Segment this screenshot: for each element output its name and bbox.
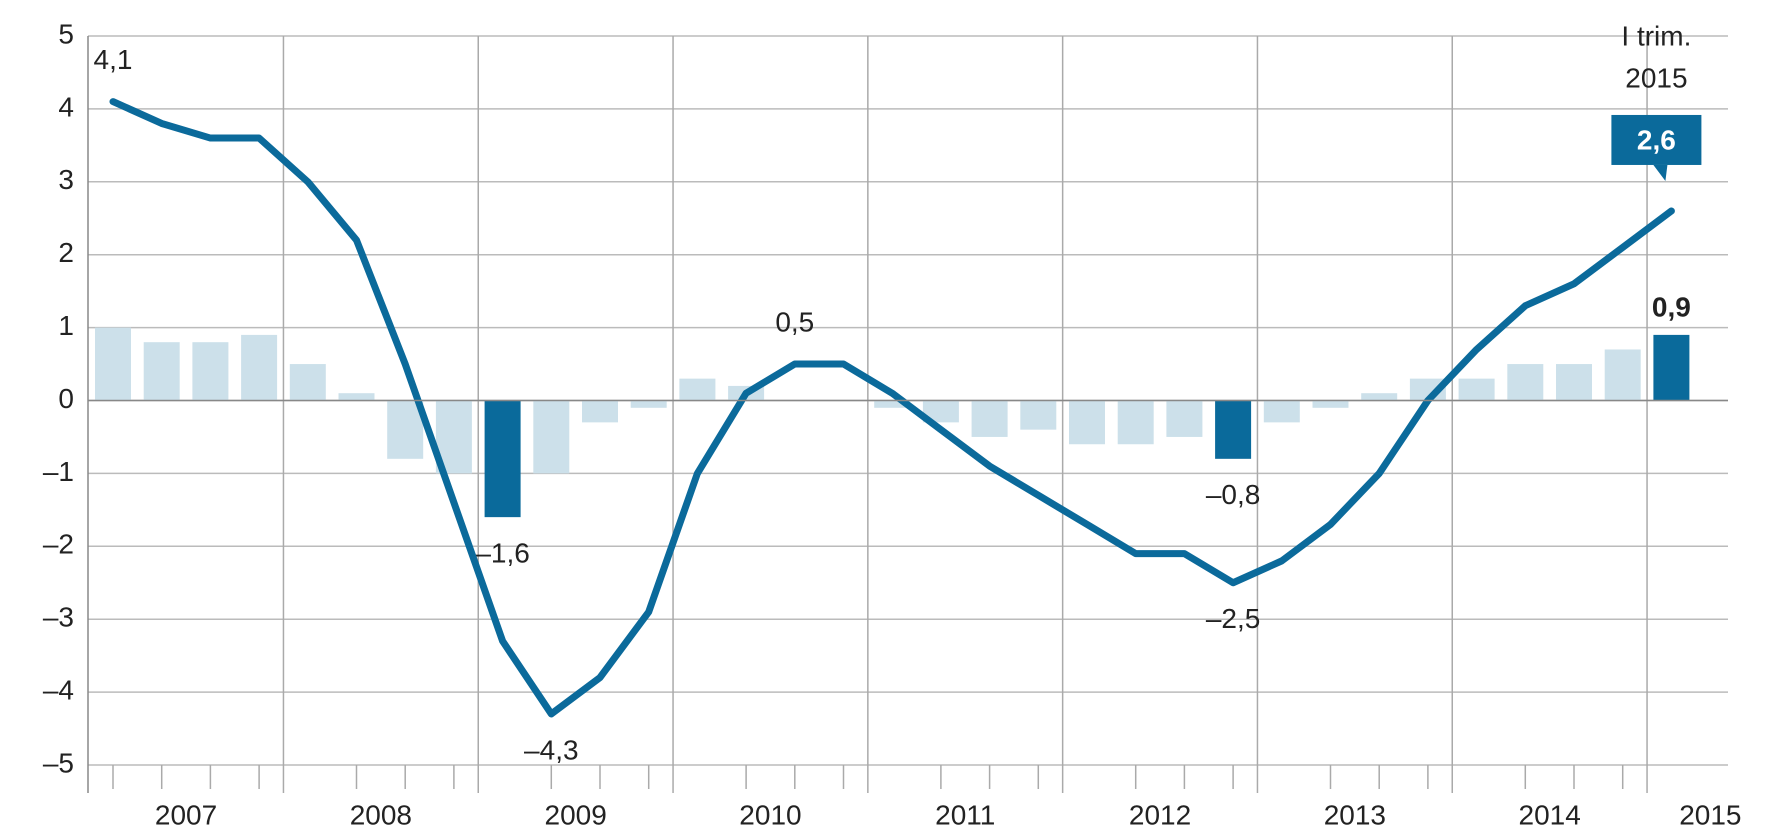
label-box (1611, 114, 1702, 165)
bar (1361, 393, 1398, 401)
bar (1556, 364, 1592, 401)
label-pointer (1653, 164, 1668, 181)
annotation: 2015 (1625, 62, 1687, 93)
bar (484, 400, 521, 518)
bar (289, 364, 326, 401)
y-tick-label: 2 (58, 237, 74, 268)
x-tick-label: 2013 (1324, 799, 1386, 830)
x-tick-label: 2008 (350, 799, 412, 830)
y-tick-label: –1 (43, 456, 74, 487)
line (109, 98, 1675, 718)
bar (1069, 400, 1105, 445)
bar (387, 400, 424, 459)
bar (1312, 400, 1349, 408)
y-tick-label: 4 (58, 91, 74, 122)
y-tick-label: 0 (58, 383, 74, 414)
bar (1020, 400, 1057, 430)
y-tick-label: –5 (43, 747, 74, 778)
x-tick-label: 2011 (935, 799, 995, 830)
bar (533, 400, 570, 474)
bar (143, 342, 180, 401)
x-tick-label: 2012 (1129, 799, 1191, 830)
bar (192, 342, 229, 401)
bar (679, 378, 716, 401)
bar (1166, 400, 1203, 437)
x-tick-label: 2014 (1519, 799, 1581, 830)
y-tick-label: –4 (43, 674, 74, 705)
bar (1604, 349, 1641, 401)
line-value-label: –2,5 (1206, 603, 1261, 634)
bar (95, 327, 131, 401)
bar (1507, 364, 1544, 401)
bar (1263, 400, 1300, 423)
bar (338, 393, 375, 401)
bar-value-label: –0,8 (1206, 479, 1261, 510)
x-tick-label: 2010 (739, 799, 801, 830)
line-value-label: 0,5 (775, 306, 814, 337)
x-tick-label: 2009 (545, 799, 607, 830)
bar (971, 400, 1008, 437)
bar (922, 400, 959, 423)
y-tick-label: 5 (58, 18, 74, 49)
annotation: I trim. (1621, 20, 1691, 51)
y-tick-label: 3 (58, 164, 74, 195)
bar (630, 400, 667, 408)
x-tick-label: 2007 (155, 799, 217, 830)
bar (582, 400, 618, 423)
bar (241, 334, 278, 401)
bar (874, 400, 911, 408)
line-value-label: 2,6 (1637, 124, 1676, 155)
y-tick-label: 1 (58, 310, 74, 341)
x-tick-label: 2015 (1679, 799, 1741, 830)
grid (88, 35, 1728, 793)
line-value-label: –4,3 (524, 734, 579, 765)
line-value-label: 4,1 (94, 44, 133, 75)
bar-value-label: –1,6 (475, 538, 530, 569)
y-tick-label: –2 (43, 529, 74, 560)
bar (1458, 378, 1495, 401)
bar-value-label: 0,9 (1652, 291, 1691, 322)
bar (1117, 400, 1154, 445)
y-tick-label: –3 (43, 602, 74, 633)
bar (1215, 400, 1252, 459)
bar (1653, 334, 1690, 401)
